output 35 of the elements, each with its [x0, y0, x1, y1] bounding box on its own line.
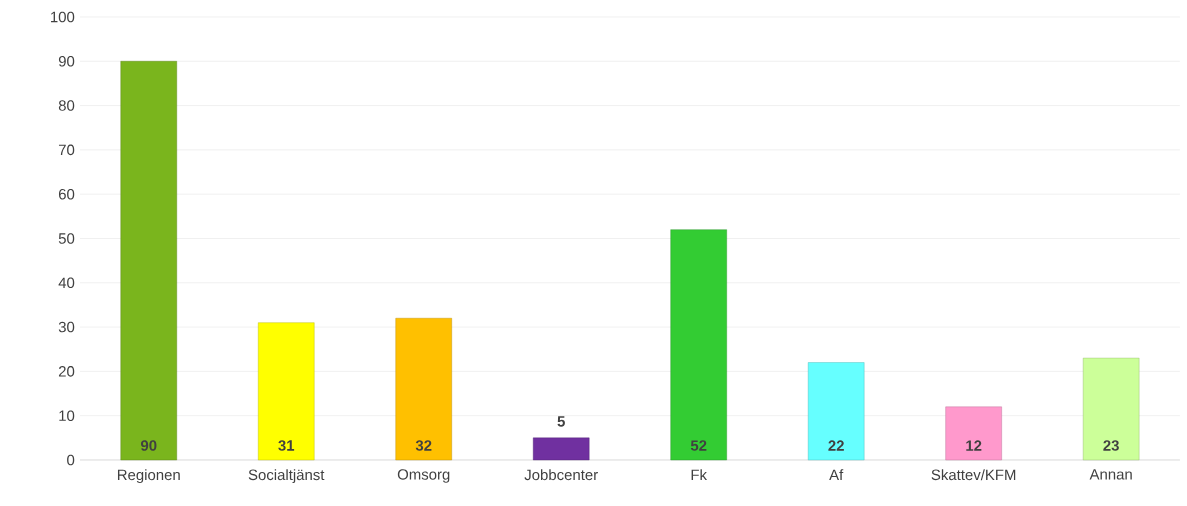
data-label: 32	[415, 440, 432, 451]
y-tick-label: 50	[58, 233, 75, 244]
data-label: 22	[828, 440, 844, 451]
data-label: 23	[1103, 440, 1119, 451]
data-label: 5	[557, 416, 565, 427]
data-label: 52	[690, 440, 707, 451]
data-label: 12	[966, 440, 982, 451]
y-tick-label: 70	[58, 144, 75, 156]
data-label: 90	[140, 440, 157, 451]
bar	[807, 362, 865, 461]
y-tick-label: 30	[58, 321, 75, 333]
x-tick-label: Af	[829, 469, 844, 480]
x-tick-label: Annan	[1089, 469, 1132, 480]
data-label: 31	[278, 440, 295, 451]
y-tick-label: 40	[58, 277, 75, 289]
bar	[670, 229, 727, 461]
y-tick-label: 10	[59, 410, 75, 421]
y-tick-label: 20	[58, 366, 75, 377]
y-tick-label: 80	[58, 100, 75, 111]
bar	[395, 318, 452, 461]
x-tick-label: Regionen	[117, 469, 180, 484]
y-tick-label: 90	[58, 55, 75, 67]
y-tick-label: 60	[58, 188, 75, 200]
bar	[120, 61, 177, 461]
y-tick-label: 0	[67, 454, 75, 466]
x-tick-label: Omsorg	[397, 469, 450, 483]
x-tick-label: Jobbcenter	[524, 469, 598, 481]
x-tick-label: Socialtjänst	[248, 469, 325, 484]
x-tick-label: Skattev/KFM	[931, 469, 1016, 481]
bar	[533, 437, 590, 461]
bar	[945, 406, 1002, 461]
bar	[1082, 357, 1140, 461]
bar	[258, 322, 315, 461]
x-tick-label: Fk	[691, 469, 708, 480]
y-tick-label: 100	[51, 11, 75, 23]
